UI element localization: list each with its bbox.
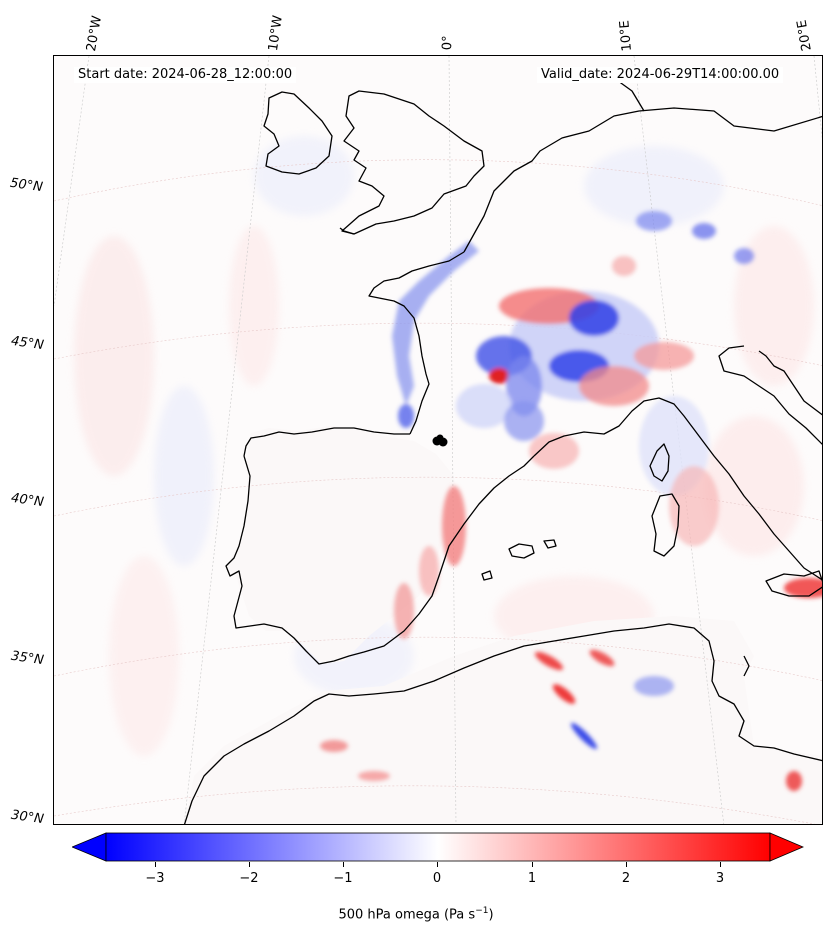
colorbar-gradient bbox=[105, 832, 771, 862]
lon-label-0: 0° bbox=[440, 35, 456, 51]
lat-label-45n: 45°N bbox=[10, 333, 45, 354]
colorbar-unit: Pa s bbox=[449, 907, 476, 923]
colorbar-tick-label: 1 bbox=[527, 871, 537, 886]
colorbar-min-extend bbox=[72, 832, 107, 862]
colorbar-tick-label: 2 bbox=[621, 871, 631, 886]
colorbar-variable: 500 hPa omega bbox=[338, 907, 440, 923]
lat-label-30n: 30°N bbox=[10, 807, 45, 828]
colorbar-tickmark bbox=[437, 862, 438, 867]
colorbar-tick-label: 3 bbox=[715, 871, 725, 886]
lat-label-40n: 40°N bbox=[10, 490, 45, 511]
lon-label-20e: 20°E bbox=[794, 18, 815, 53]
lat-label-50n: 50°N bbox=[9, 175, 44, 196]
colorbar bbox=[72, 832, 804, 862]
colorbar-max-extend bbox=[769, 832, 804, 862]
colorbar-tick-label: −3 bbox=[145, 871, 165, 886]
coastlines bbox=[183, 77, 822, 824]
lon-label-10w: 10°W bbox=[266, 14, 286, 53]
lon-label-10e: 10°E bbox=[617, 19, 635, 53]
colorbar-tickmark bbox=[249, 862, 250, 867]
colorbar-unit-exponent: −1 bbox=[475, 906, 489, 916]
valid-date-label: Valid_date: 2024-06-29T14:00:00.00 bbox=[537, 67, 784, 83]
lon-label-20w: 20°W bbox=[84, 14, 106, 53]
colorbar-tick-label: −1 bbox=[333, 871, 353, 886]
colorbar-tickmark bbox=[343, 862, 344, 867]
map-panel bbox=[53, 55, 823, 825]
omega-field-anomalies bbox=[320, 211, 822, 791]
colorbar-tick-label: −2 bbox=[239, 871, 259, 886]
colorbar-tickmark bbox=[155, 862, 156, 867]
colorbar-label: 500 hPa omega (Pa s−1) bbox=[338, 906, 494, 923]
lat-label-35n: 35°N bbox=[10, 648, 45, 669]
colorbar-tickmark bbox=[626, 862, 627, 867]
location-marker bbox=[432, 434, 448, 447]
colorbar-tickmark bbox=[532, 862, 533, 867]
colorbar-tick-label: 0 bbox=[432, 871, 442, 886]
colorbar-tickmark bbox=[720, 862, 721, 867]
start-date-label: Start date: 2024-06-28_12:00:00 bbox=[74, 67, 297, 83]
omega-map bbox=[54, 56, 822, 824]
graticule bbox=[54, 56, 822, 824]
